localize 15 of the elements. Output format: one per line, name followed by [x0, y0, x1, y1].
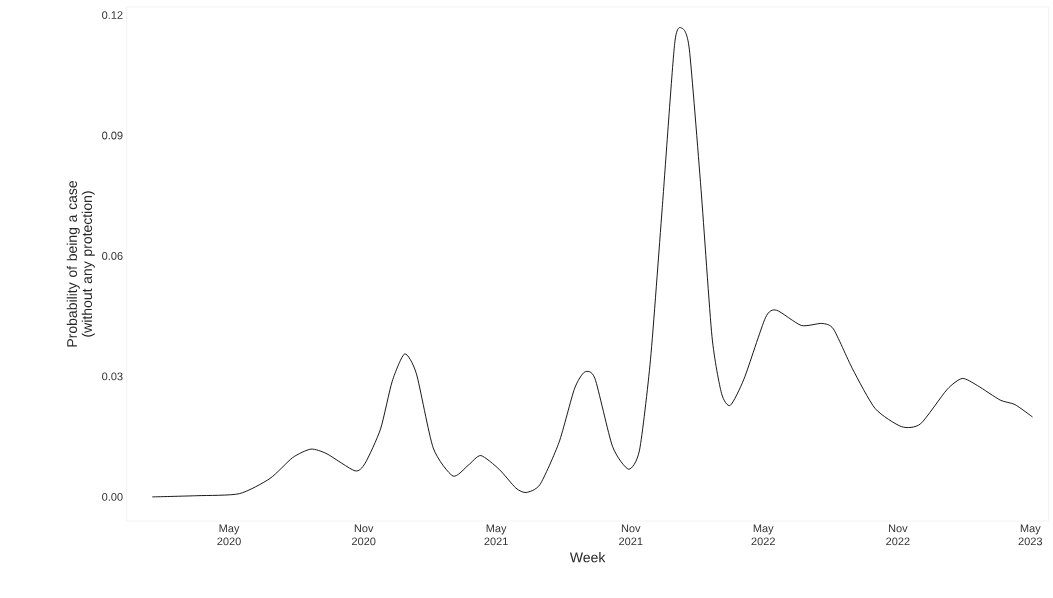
y-tick-label: 0.06 [102, 252, 123, 260]
x-tick-label: May 2022 [751, 524, 775, 546]
y-tick-label: 0.03 [102, 372, 123, 381]
y-tick-label: 0.09 [102, 131, 123, 140]
x-tick-label: May 2020 [217, 524, 241, 546]
line-series [151, 27, 1033, 498]
x-tick-label: May 2023 [1018, 524, 1043, 546]
x-tick-label: Nov 2020 [352, 524, 376, 546]
y-axis-title: Probability of being a case (without any protection) [66, 180, 95, 347]
x-tick-label: May 2021 [484, 524, 508, 546]
x-axis-title: Week [569, 552, 606, 563]
x-tick-label: Nov 2022 [886, 524, 910, 546]
y-tick-label: 0.00 [102, 493, 123, 501]
x-tick-label: Nov 2021 [619, 524, 643, 546]
y-tick-label: 0.12 [102, 11, 123, 19]
